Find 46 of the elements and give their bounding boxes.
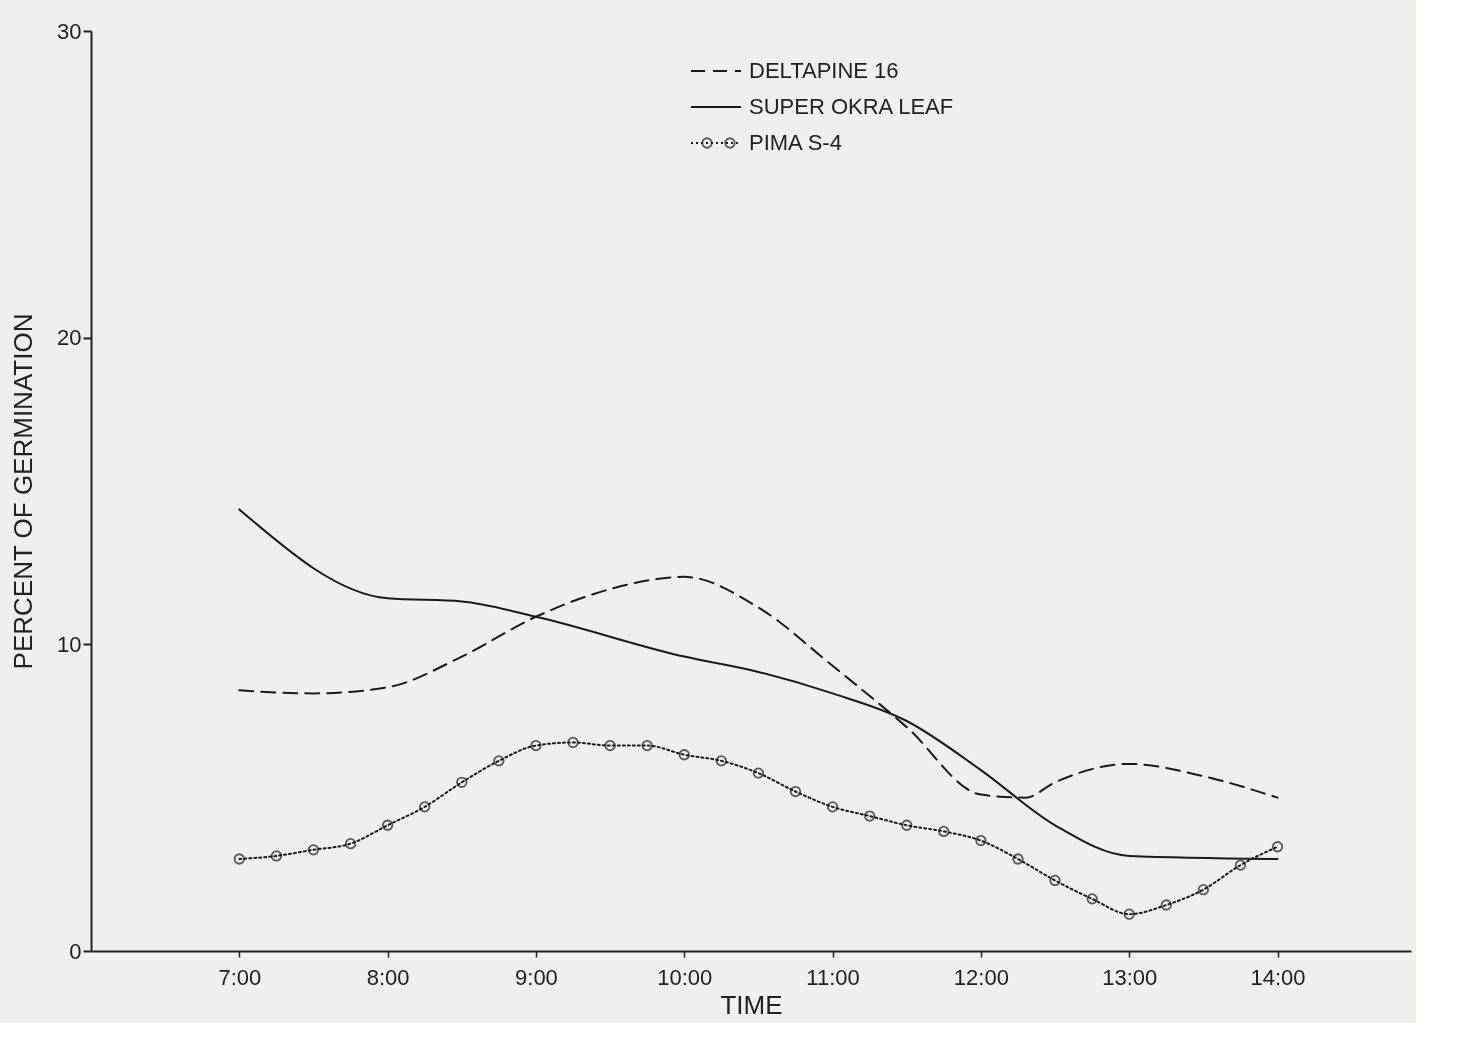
- x-axis-title: TIME: [720, 989, 783, 1020]
- point: [456, 776, 468, 788]
- x-tick-label: 12:00: [953, 964, 1009, 990]
- legend-label: DELTAPINE 16: [749, 58, 899, 83]
- point: [938, 825, 950, 838]
- y-tick-label: 20: [57, 325, 82, 351]
- x-tick-label: 11:00: [806, 964, 860, 990]
- point: [1197, 884, 1209, 896]
- legend-label: PIMA S-4: [749, 130, 842, 155]
- point: [530, 739, 542, 752]
- point: [975, 834, 987, 847]
- point: [1049, 874, 1061, 887]
- x-tick-label: 8:00: [366, 964, 410, 990]
- x-tick-label: 13:00: [1102, 964, 1158, 990]
- point: [715, 755, 727, 767]
- point: [307, 844, 320, 856]
- y-tick-label: 0: [69, 938, 82, 964]
- y-tick-label: 10: [57, 631, 82, 657]
- point: [901, 819, 913, 831]
- point: [604, 739, 616, 752]
- point: [678, 749, 690, 761]
- point: [381, 819, 394, 831]
- point: [864, 810, 876, 822]
- x-tick-label: 14:00: [1250, 964, 1306, 990]
- y-axis-title: PERCENT OF GERMINATION: [8, 313, 39, 670]
- x-tick-label: 10:00: [657, 964, 713, 990]
- point: [419, 801, 431, 813]
- legend-label: SUPER OKRA LEAF: [749, 94, 954, 119]
- point: [270, 850, 283, 862]
- point: [1234, 859, 1247, 871]
- point: [233, 853, 245, 865]
- point: [789, 785, 802, 798]
- point: [1123, 908, 1135, 920]
- point: [752, 767, 765, 779]
- point: [493, 755, 505, 767]
- x-tick-label: 7:00: [218, 964, 262, 990]
- point: [344, 838, 357, 850]
- x-tick-label: 9:00: [515, 964, 558, 990]
- point: [1012, 853, 1024, 865]
- point: [1160, 899, 1172, 911]
- point: [567, 736, 579, 749]
- point: [641, 739, 653, 752]
- point: [1271, 841, 1284, 853]
- y-tick-label: 30: [57, 18, 82, 44]
- point: [826, 801, 839, 813]
- point: [1086, 893, 1098, 905]
